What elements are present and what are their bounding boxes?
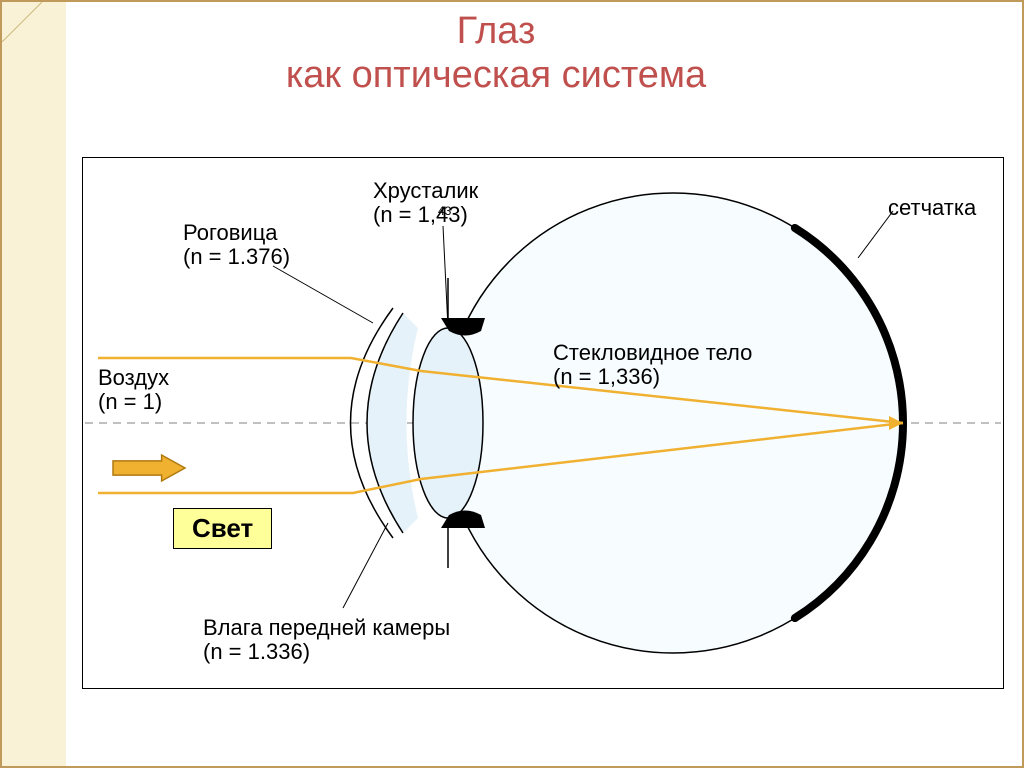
slide-title: Глаз как оптическая система — [2, 10, 990, 97]
corner-fold-icon — [2, 2, 42, 42]
light-direction-arrow-icon — [113, 455, 185, 481]
label-aqueous: Влага передней камеры(n = 1.336) — [203, 615, 450, 664]
left-accent-band — [2, 2, 66, 766]
label-retina: сетчатка — [888, 195, 977, 220]
slide: Глаз как оптическая система — [0, 0, 1024, 768]
light-label-box: Свет — [173, 508, 272, 549]
lens — [413, 328, 483, 518]
label-tiny43: 43 — [438, 204, 452, 218]
light-label: Свет — [192, 513, 253, 543]
eye-diagram: Роговица(n = 1.376) Хрусталик(n = 1,43) се… — [82, 157, 1004, 689]
label-air: Воздух(n = 1) — [98, 365, 169, 414]
diagram-svg: Роговица(n = 1.376) Хрусталик(n = 1,43) се… — [83, 158, 1003, 688]
label-cornea: Роговица(n = 1.376) — [183, 220, 290, 269]
label-lens: Хрусталик(n = 1,43) — [373, 178, 479, 227]
